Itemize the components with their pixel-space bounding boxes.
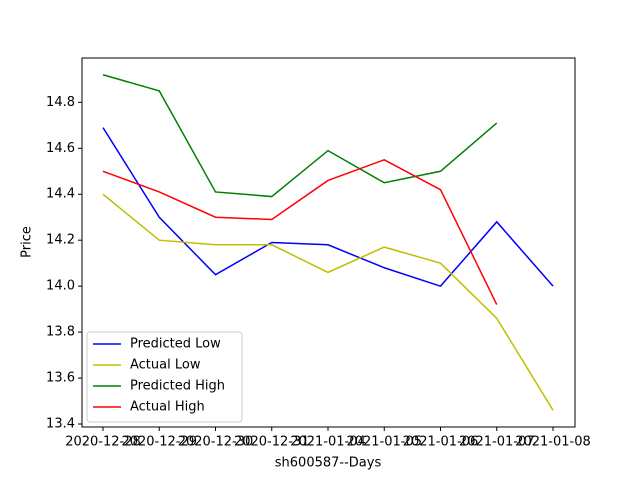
y-tick-label: 14.2	[46, 233, 75, 248]
line-series	[102, 127, 554, 288]
y-tick-label: 13.8	[46, 325, 75, 340]
x-tick-label: 2021-01-06	[403, 435, 479, 450]
x-tick-label: 2020-12-28	[65, 435, 141, 450]
legend-label: Predicted Low	[130, 337, 221, 352]
x-tick-label: 2020-12-29	[121, 435, 197, 450]
line-series	[102, 74, 498, 198]
y-tick-label: 14.8	[46, 95, 75, 110]
y-tick-label: 14.6	[46, 141, 75, 156]
x-tick-label: 2020-12-31	[234, 435, 310, 450]
legend-label: Actual High	[130, 400, 205, 415]
y-tick-label: 14.0	[46, 279, 75, 294]
legend-box	[86, 331, 243, 423]
x-axis-label: sh600587--Days	[275, 456, 382, 471]
line-series	[102, 158, 498, 305]
legend-label: Actual Low	[130, 358, 201, 373]
y-tick-label: 13.6	[46, 371, 75, 386]
y-axis-label: Price	[20, 226, 35, 258]
legend-label: Predicted High	[130, 379, 225, 394]
x-tick-label: 2021-01-08	[515, 435, 591, 450]
y-tick-label: 13.4	[46, 417, 75, 432]
y-tick-label: 14.4	[46, 187, 75, 202]
x-tick-label: 2021-01-05	[346, 435, 422, 450]
x-tick-label: 2021-01-07	[459, 435, 535, 450]
x-tick-label: 2020-12-30	[178, 435, 254, 450]
x-tick-label: 2021-01-04	[290, 435, 366, 450]
line-series	[102, 193, 554, 411]
